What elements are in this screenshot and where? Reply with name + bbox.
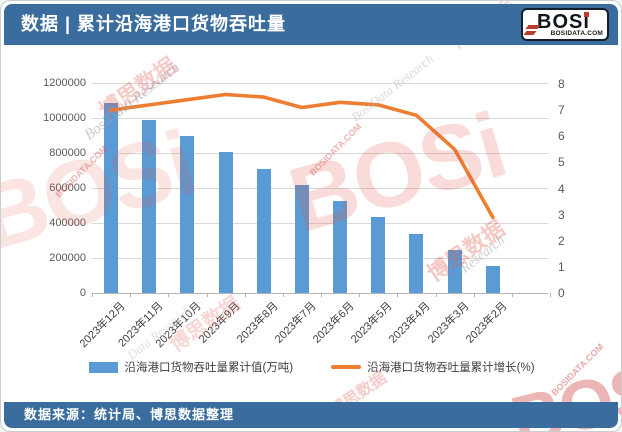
y-axis-label-left: 200000 (49, 252, 86, 264)
y-axis-label-right: 1 (558, 259, 565, 274)
y-axis-label-right: 8 (558, 77, 565, 91)
y-axis-label-right: 5 (558, 155, 565, 170)
gridline (92, 153, 548, 154)
y-axis-label-left: 1200000 (43, 77, 86, 89)
gridline (92, 118, 548, 119)
bar (409, 233, 424, 293)
trend-line (109, 92, 495, 219)
y-axis-label-right: 7 (558, 103, 565, 118)
x-axis-tick (92, 293, 93, 297)
x-axis-tick (511, 293, 513, 297)
y-axis-label-right: 2 (558, 233, 565, 248)
gridline (92, 258, 548, 259)
y-axis-label-left: 1000000 (43, 112, 86, 124)
y-axis-label-left: 800000 (49, 147, 86, 159)
x-axis-tick (473, 293, 475, 297)
bar (180, 136, 195, 293)
x-axis-tick (397, 293, 399, 297)
x-axis-tick (550, 293, 551, 297)
x-axis-tick (168, 293, 170, 297)
legend-bar-label: 沿海港口货物吞吐量累计值(万吨) (124, 362, 294, 374)
y-axis-label-right: 4 (558, 181, 565, 196)
bosi-logo: BOSi BOSIDATA.COM (521, 8, 609, 41)
bar (142, 120, 157, 293)
bosi-logo-site: BOSIDATA.COM (550, 30, 603, 37)
logo-main-letters: BOS (537, 11, 584, 33)
bar (218, 151, 233, 293)
x-axis-tick (206, 293, 208, 297)
data-source-text: 数据来源：统计局、博思数据整理 (24, 407, 235, 422)
line-swatch-icon (331, 365, 362, 369)
bar (333, 200, 348, 293)
x-axis-tick (130, 293, 132, 297)
legend-line-label: 沿海港口货物吞吐量累计增长(%) (367, 362, 535, 374)
bar (294, 185, 309, 293)
y-axis-label-left: 0 (79, 287, 86, 299)
bar (256, 168, 271, 293)
y-axis-label-right: 6 (558, 129, 565, 144)
bar (371, 216, 386, 293)
page-title: 数据 | 累计沿海港口货物吞吐量 (21, 14, 287, 34)
y-axis-label-right: 0 (558, 286, 565, 300)
gridline (92, 83, 548, 84)
bar-swatch-icon (89, 361, 119, 373)
x-axis-tick (435, 293, 437, 297)
chart-legend: 沿海港口货物吞吐量累计值(万吨) 沿海港口货物吞吐量累计增长(%) (1, 359, 621, 375)
logo-i-letter: i (583, 11, 590, 33)
header-band: 数据 | 累计沿海港口货物吞吐量 BOSi BOSIDATA.COM (4, 4, 618, 45)
y-axis-label-left: 400000 (49, 217, 86, 229)
legend-item-bar-series: 沿海港口货物吞吐量累计值(万吨) (89, 359, 293, 375)
bar (485, 265, 500, 293)
x-axis-tick (282, 293, 284, 297)
y-axis-label-right: 3 (558, 207, 565, 222)
x-axis-tick (321, 293, 322, 297)
footer-band: 数据来源：统计局、博思数据整理 (4, 402, 618, 428)
gridline (92, 188, 548, 189)
gridline (92, 223, 548, 224)
bosi-logo-text: BOSi (537, 11, 590, 34)
bar (104, 103, 119, 293)
legend-item-line-series: 沿海港口货物吞吐量累计增长(%) (331, 359, 535, 375)
x-axis-tick (359, 293, 361, 297)
bar (447, 249, 462, 293)
y-axis-label-left: 600000 (49, 182, 86, 194)
gridline (92, 293, 548, 294)
x-axis-tick (244, 293, 246, 297)
